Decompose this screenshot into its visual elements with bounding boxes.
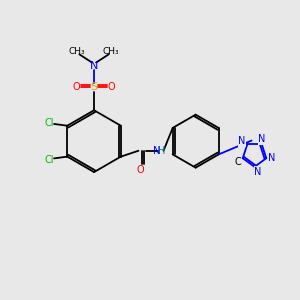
Text: S: S <box>91 82 98 92</box>
Text: CH₃: CH₃ <box>69 47 85 56</box>
Text: O: O <box>73 82 80 92</box>
Text: H: H <box>158 146 166 156</box>
Text: N: N <box>258 134 266 144</box>
Text: C: C <box>235 157 242 167</box>
Text: CH₃: CH₃ <box>103 47 119 56</box>
Text: N: N <box>268 153 276 163</box>
Text: O: O <box>108 82 116 92</box>
Text: N: N <box>254 167 262 177</box>
Text: N: N <box>153 146 160 156</box>
Text: N: N <box>238 136 246 146</box>
Text: Cl: Cl <box>45 154 54 165</box>
Text: Cl: Cl <box>45 118 54 128</box>
Text: O: O <box>137 165 144 175</box>
Text: N: N <box>90 61 98 71</box>
